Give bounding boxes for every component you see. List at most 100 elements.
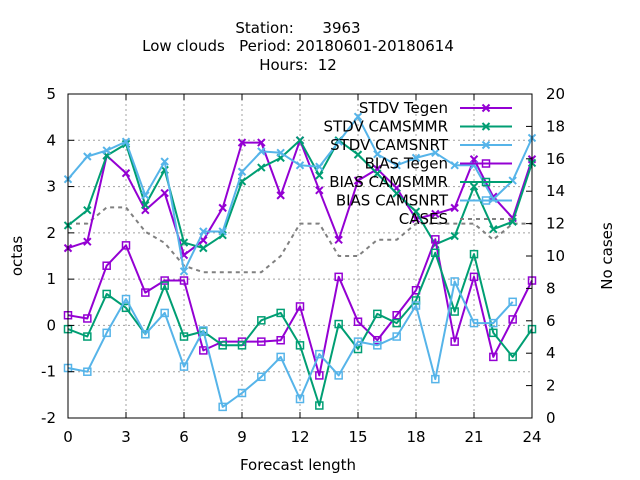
legend-label: BIAS Tegen: [365, 155, 448, 173]
x-tick-label: 0: [63, 428, 73, 446]
legend-item-bias-camsmmr: BIAS CAMSMMR: [329, 173, 512, 191]
marker-stroke: [411, 153, 421, 163]
marker-stroke: [431, 148, 440, 157]
y-tick-label: 0: [46, 316, 56, 334]
marker-stroke: [481, 103, 491, 113]
data-point-stdv-camsmmr: [373, 169, 382, 178]
data-point-bias-camsmmr: [431, 248, 440, 258]
data-point-stdv-tegen: [257, 138, 266, 147]
marker-stroke: [315, 171, 324, 180]
data-point-stdv-tegen: [121, 168, 131, 178]
data-point-stdv-camsmmr: [489, 224, 498, 234]
data-point-stdv-camsnrt: [121, 137, 131, 146]
legend-item-cases: CASES: [399, 210, 512, 228]
data-point-bias-camsnrt: [392, 332, 401, 341]
y-tick-label: -1: [41, 363, 56, 381]
data-point-bias-tegen: [102, 261, 111, 270]
data-point-bias-camsmmr: [295, 341, 305, 350]
data-point-stdv-camsnrt: [276, 148, 285, 157]
data-point-bias-tegen: [276, 335, 285, 345]
data-point-bias-tegen: [353, 317, 363, 326]
data-point-bias-tegen: [83, 314, 92, 323]
x-tick-label: 12: [290, 428, 309, 446]
marker-stroke: [160, 165, 169, 175]
data-point-bias-camsmmr: [508, 352, 517, 362]
data-point-bias-tegen: [373, 335, 382, 345]
y-axis-label: octas: [8, 236, 26, 276]
data-point-bias-camsmmr: [469, 249, 479, 259]
data-point-bias-camsnrt: [199, 326, 208, 335]
legend-swatch-marker: [481, 196, 491, 205]
data-point-bias-camsnrt: [373, 341, 382, 350]
marker-stroke: [218, 227, 227, 236]
data-point-stdv-camsnrt: [179, 267, 189, 276]
data-point-bias-camsnrt: [508, 297, 517, 307]
data-point-stdv-tegen: [160, 188, 169, 198]
marker-stroke: [353, 176, 363, 185]
data-point-bias-tegen: [160, 276, 169, 285]
legend-label: STDV CAMSNRT: [330, 136, 449, 154]
marker-stroke: [353, 112, 363, 121]
data-point-bias-tegen: [334, 272, 343, 282]
marker-stroke: [431, 209, 440, 219]
legend-swatch-marker: [481, 177, 491, 187]
y2-tick-label: 6: [546, 312, 556, 330]
marker-stroke: [121, 168, 131, 178]
data-point-bias-tegen: [508, 315, 517, 324]
data-point-stdv-camsmmr: [469, 182, 479, 191]
marker-stroke: [179, 267, 189, 276]
data-point-bias-camsnrt: [160, 308, 169, 318]
data-point-bias-camsmmr: [315, 401, 324, 410]
marker-stroke: [199, 227, 208, 236]
legend-label: STDV CAMSMMR: [323, 118, 448, 136]
data-point-bias-tegen: [489, 352, 498, 362]
marker-stroke: [141, 200, 150, 210]
data-point-bias-tegen: [469, 272, 479, 282]
marker-stroke: [218, 203, 227, 213]
data-point-stdv-camsnrt: [508, 176, 517, 185]
data-point-bias-camsnrt: [83, 367, 92, 376]
y-tick-label: 4: [46, 131, 56, 149]
marker-stroke: [160, 157, 169, 166]
legend-item-stdv-camsmmr: STDV CAMSMMR: [323, 118, 512, 136]
data-point-bias-camsmmr: [218, 341, 227, 350]
data-point-bias-camsmmr: [489, 328, 498, 338]
data-point-bias-camsnrt: [489, 318, 498, 328]
marker-stroke: [83, 152, 92, 161]
data-point-bias-camsnrt: [218, 402, 227, 412]
series-stdv-camsnrt: [63, 112, 537, 276]
marker-stroke: [489, 192, 498, 201]
y2-axis-label: No cases: [598, 222, 616, 290]
data-point-bias-camsnrt: [315, 349, 324, 359]
data-point-stdv-camsnrt: [450, 161, 459, 170]
data-point-stdv-camsnrt: [392, 161, 401, 170]
data-point-stdv-camsmmr: [179, 238, 189, 247]
data-point-stdv-camsmmr: [83, 205, 92, 215]
series-layer: [63, 112, 537, 412]
x-tick-label: 9: [237, 428, 247, 446]
data-point-bias-tegen: [450, 337, 459, 346]
x-tick-label: 3: [121, 428, 131, 446]
data-point-bias-tegen: [179, 276, 189, 285]
marker-stroke: [83, 205, 92, 215]
series-line-bias-tegen: [67, 238, 533, 377]
data-point-stdv-camsnrt: [199, 227, 208, 236]
series-bias-tegen: [63, 235, 537, 380]
data-point-bias-tegen: [315, 371, 324, 380]
data-point-stdv-camsmmr: [353, 150, 363, 159]
legend-label: BIAS CAMSMMR: [329, 173, 448, 191]
series-cases: [68, 206, 532, 274]
y-tick-label: -2: [41, 409, 56, 427]
y2-tick-label: 8: [546, 279, 556, 297]
marker-stroke: [276, 191, 285, 200]
data-point-bias-camsmmr: [334, 319, 343, 329]
marker-stroke: [469, 182, 479, 191]
x-tick-label: 18: [406, 428, 425, 446]
data-point-bias-camsmmr: [276, 308, 285, 318]
data-point-bias-camsnrt: [450, 277, 459, 286]
data-point-stdv-camsmmr: [295, 136, 305, 145]
legend-item-bias-tegen: BIAS Tegen: [365, 155, 512, 173]
y2-tick-label: 16: [546, 150, 565, 168]
marker-stroke: [334, 235, 343, 245]
